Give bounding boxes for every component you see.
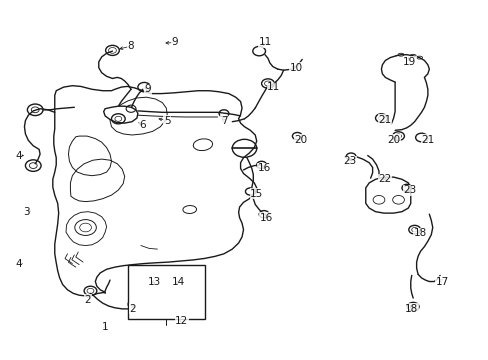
Text: 7: 7 <box>220 116 227 126</box>
Text: 11: 11 <box>266 82 280 92</box>
Text: 13: 13 <box>147 276 161 287</box>
Text: 9: 9 <box>171 37 178 48</box>
Text: 23: 23 <box>342 156 356 166</box>
Polygon shape <box>53 86 256 296</box>
Text: 16: 16 <box>257 163 270 174</box>
Text: 14: 14 <box>171 276 185 287</box>
Text: 2: 2 <box>129 304 136 314</box>
Text: 1: 1 <box>102 322 108 332</box>
Text: 16: 16 <box>259 213 273 223</box>
Text: 12: 12 <box>175 316 188 326</box>
Polygon shape <box>103 106 138 123</box>
Text: 22: 22 <box>378 174 391 184</box>
Text: 10: 10 <box>289 63 302 73</box>
Text: 6: 6 <box>139 120 146 130</box>
Polygon shape <box>365 177 410 213</box>
Text: 21: 21 <box>378 114 391 125</box>
Text: 11: 11 <box>258 37 271 48</box>
Text: 9: 9 <box>144 84 151 94</box>
Text: 18: 18 <box>404 304 418 314</box>
Text: 5: 5 <box>163 116 170 126</box>
Text: 4: 4 <box>15 150 22 161</box>
Text: 20: 20 <box>294 135 306 145</box>
Text: 15: 15 <box>249 189 263 199</box>
Text: 4: 4 <box>15 258 22 269</box>
Text: 20: 20 <box>386 135 399 145</box>
Text: 3: 3 <box>23 207 30 217</box>
Bar <box>128 265 205 319</box>
Text: 21: 21 <box>420 135 434 145</box>
Text: 18: 18 <box>413 228 427 238</box>
Text: 19: 19 <box>402 57 416 67</box>
Text: 2: 2 <box>84 294 91 305</box>
Text: 8: 8 <box>127 41 134 51</box>
Text: 23: 23 <box>402 185 416 195</box>
Text: 17: 17 <box>435 276 448 287</box>
